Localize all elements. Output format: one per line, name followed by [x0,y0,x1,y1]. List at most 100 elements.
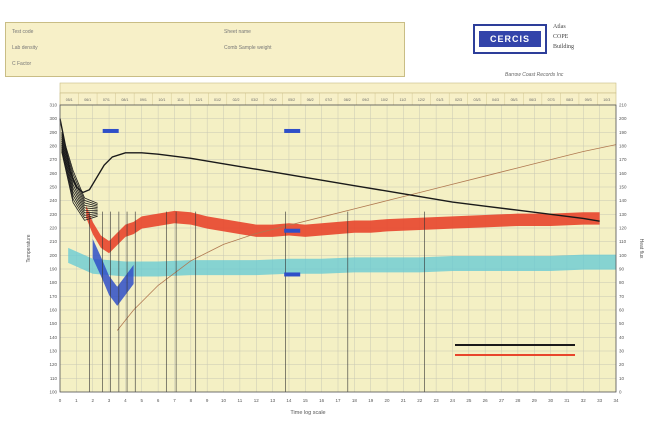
y2-tick-label: 180 [619,144,627,149]
top-tick-label: 10/3 [603,98,610,102]
plot-border [59,104,617,393]
x-tick-label: 8 [190,398,193,403]
y2-tick-label: 50 [619,321,625,326]
info-label: Test code [12,29,34,35]
top-tick-label: 02/3 [455,98,462,102]
y2-tick-label: 170 [619,157,627,162]
logo-line: Atlas [553,24,566,30]
y-tick-label: 100 [49,390,57,395]
x-tick-label: 9 [206,398,209,403]
y-tick-label: 260 [49,171,57,176]
blue-marker [102,128,119,133]
x-tick-label: 6 [157,398,160,403]
info-label: Comb Sample weight [224,45,272,51]
x-tick-label: 32 [581,398,587,403]
series-black-bundle [61,132,98,204]
x-tick-label: 2 [91,398,94,403]
y-tick-label: 240 [49,198,57,203]
y2-tick-label: 0 [619,390,622,395]
blue-marker [284,128,301,133]
x-tick-label: 23 [434,398,440,403]
x-tick-label: 13 [270,398,276,403]
top-tick-label: 02/2 [233,98,240,102]
y2-tick-label: 150 [619,185,627,190]
y2-tick-label: 190 [619,130,627,135]
x-tick-label: 20 [385,398,391,403]
y2-axis-title: Heat flux [638,239,644,259]
top-tick-label: 07/1 [103,98,110,102]
top-tick-label: 08/3 [566,98,573,102]
y-tick-label: 120 [49,362,57,367]
publisher-caption: Barrow Coast Records Inc [505,72,564,78]
blue-marker [284,228,301,233]
series-black-bundle [61,145,98,214]
blue-marker [284,272,301,277]
series-black-bundle [61,151,98,221]
y-tick-label: 130 [49,349,57,354]
top-tick-label: 10/1 [158,98,165,102]
x-tick-label: 0 [59,398,62,403]
y-tick-label: 110 [50,376,58,381]
logo: CERCIS [473,24,547,54]
x-tick-label: 22 [417,398,423,403]
top-tick-label: 05/1 [66,98,73,102]
top-tick-label: 01/3 [436,98,443,102]
y2-tick-label: 40 [619,335,625,340]
top-tick-label: 05/3 [511,98,518,102]
y-tick-label: 220 [49,226,57,231]
x-tick-label: 4 [124,398,127,403]
top-axis-strip [59,82,617,94]
top-tick-label: 09/2 [362,98,369,102]
x-tick-label: 10 [221,398,227,403]
x-tick-label: 25 [466,398,472,403]
y2-tick-label: 70 [619,294,625,299]
logo-mark: CERCIS [479,31,541,47]
y-tick-label: 160 [49,308,57,313]
x-tick-label: 11 [238,398,243,403]
info-label: Lab density [12,45,38,51]
top-tick-label: 11/2 [399,98,406,102]
top-tick-label: 08/1 [121,98,128,102]
y2-tick-label: 110 [619,239,627,244]
y-tick-label: 180 [49,280,57,285]
y-tick-label: 270 [49,157,57,162]
y-tick-label: 210 [49,239,57,244]
series-black-bundle [61,147,98,216]
x-tick-label: 1 [75,398,78,403]
y-tick-label: 190 [49,267,57,272]
x-tick-label: 15 [303,398,309,403]
x-tick-label: 34 [613,398,619,403]
top-tick-label: 12/1 [196,98,203,102]
x-tick-label: 5 [141,398,144,403]
y2-tick-label: 200 [619,116,627,121]
top-tick-label: 07/2 [325,98,332,102]
y2-tick-label: 10 [619,376,625,381]
y2-tick-label: 20 [619,362,625,367]
x-tick-label: 12 [254,398,260,403]
x-tick-label: 3 [108,398,111,403]
y-tick-label: 200 [49,253,57,258]
y2-tick-label: 140 [619,198,627,203]
x-tick-label: 27 [499,398,505,403]
y2-tick-label: 120 [619,226,627,231]
series-black-bundle [61,136,98,207]
top-tick-label: 04/3 [492,98,499,102]
x-tick-label: 16 [319,398,325,403]
y2-tick-label: 160 [619,171,627,176]
x-tick-label: 14 [286,398,292,403]
x-tick-label: 18 [352,398,358,403]
series-black-line [59,118,600,222]
series-black-bundle [61,140,98,210]
top-tick-label: 05/2 [288,98,295,102]
y2-tick-label: 90 [619,267,625,272]
x-tick-label: 31 [564,398,570,403]
series-red-band [86,205,600,254]
y-tick-label: 290 [49,130,57,135]
y-tick-label: 170 [49,294,57,299]
x-axis-title: Time log scale [290,410,325,416]
y-axis-title: Temperature [26,234,32,262]
top-tick-label: 12/2 [418,98,425,102]
y-tick-label: 250 [49,185,57,190]
